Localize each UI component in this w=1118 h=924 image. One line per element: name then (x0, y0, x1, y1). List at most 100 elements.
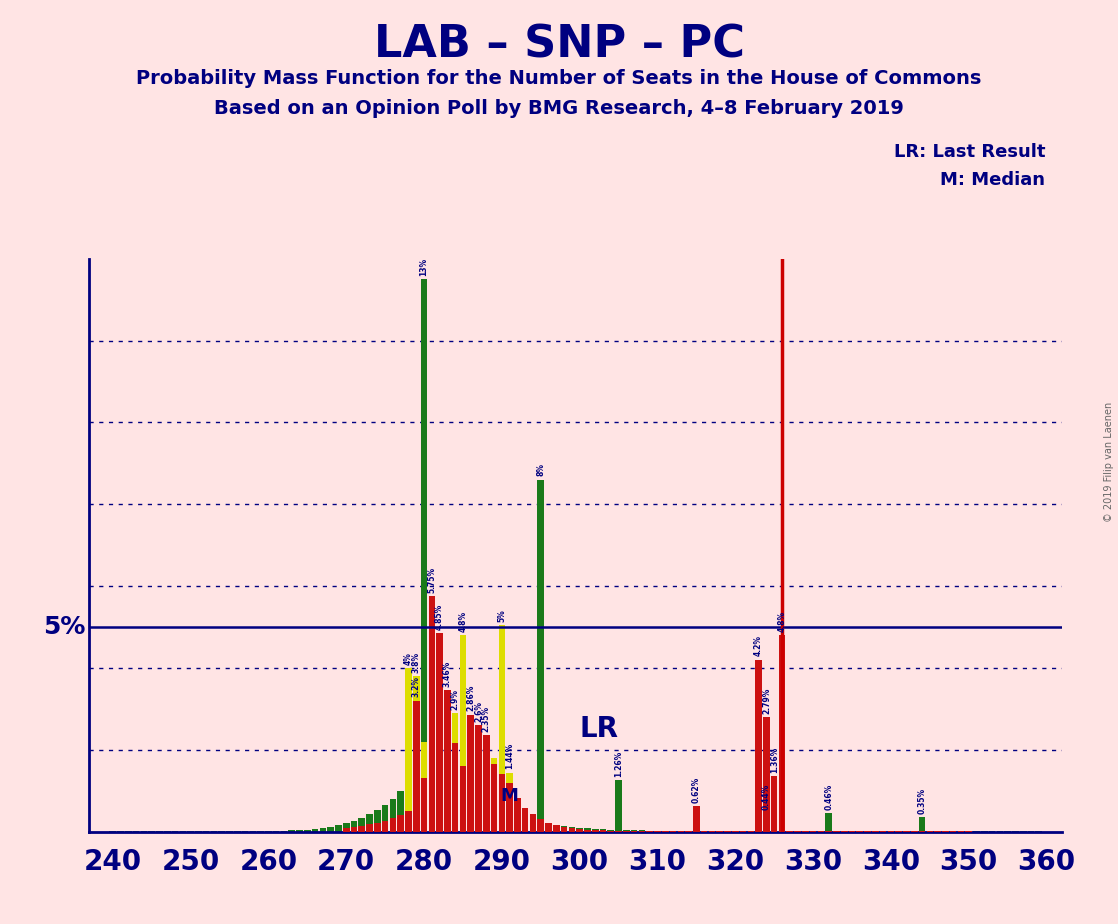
Bar (522, 816, 529, 832)
Bar (389, 818, 396, 832)
Bar (405, 784, 411, 832)
Text: 2.6%: 2.6% (474, 701, 483, 722)
Bar (764, 814, 769, 832)
Bar (359, 826, 366, 832)
Bar (459, 766, 466, 832)
Bar (514, 816, 521, 832)
Bar (335, 825, 342, 832)
Bar (569, 830, 575, 832)
Bar (771, 776, 777, 832)
Bar (577, 829, 582, 832)
Bar (530, 821, 537, 832)
Bar (452, 743, 458, 832)
Bar (591, 831, 598, 832)
Bar (638, 831, 645, 832)
Text: M: Median: M: Median (940, 171, 1045, 188)
Bar (475, 742, 482, 832)
Bar (623, 830, 629, 832)
Bar (375, 810, 380, 832)
Bar (506, 784, 513, 832)
Bar (459, 785, 466, 832)
Text: 2.86%: 2.86% (466, 685, 475, 711)
Bar (577, 828, 582, 832)
Bar (320, 828, 326, 832)
Bar (312, 829, 319, 832)
Text: 4%: 4% (404, 651, 413, 664)
Bar (569, 828, 575, 832)
Bar (343, 828, 350, 832)
Bar (382, 821, 388, 832)
Text: 13%: 13% (419, 258, 428, 276)
Bar (296, 830, 303, 832)
Bar (436, 633, 443, 832)
Bar (778, 635, 785, 832)
Bar (288, 831, 295, 832)
Bar (343, 823, 350, 832)
Text: LR: LR (579, 715, 618, 743)
Bar (452, 713, 458, 832)
Bar (491, 764, 498, 832)
Bar (389, 824, 396, 832)
Text: 0.46%: 0.46% (824, 784, 833, 809)
Text: 4.8%: 4.8% (458, 611, 467, 632)
Bar (367, 814, 373, 832)
Bar (397, 821, 404, 832)
Text: 1.26%: 1.26% (614, 750, 623, 777)
Text: 4.85%: 4.85% (435, 603, 444, 630)
Bar (919, 817, 926, 832)
Bar (359, 829, 366, 832)
Bar (467, 714, 474, 832)
Bar (499, 774, 505, 832)
Bar (530, 821, 537, 832)
Bar (569, 827, 575, 832)
Bar (436, 778, 443, 832)
Bar (436, 760, 443, 832)
Bar (631, 831, 637, 832)
Text: 2.35%: 2.35% (482, 706, 491, 732)
Text: Probability Mass Function for the Number of Seats in the House of Commons: Probability Mass Function for the Number… (136, 69, 982, 89)
Bar (397, 792, 404, 832)
Bar (615, 780, 622, 832)
Text: 4.8%: 4.8% (777, 611, 786, 632)
Bar (405, 811, 411, 832)
Bar (584, 830, 590, 832)
Bar (483, 802, 490, 832)
Text: © 2019 Filip van Laenen: © 2019 Filip van Laenen (1105, 402, 1114, 522)
Bar (764, 717, 769, 832)
Text: 5%: 5% (44, 615, 86, 639)
Bar (304, 830, 311, 832)
Text: Based on an Opinion Poll by BMG Research, 4–8 February 2019: Based on an Opinion Poll by BMG Research… (214, 99, 904, 118)
Bar (459, 635, 466, 832)
Bar (397, 815, 404, 832)
Bar (420, 279, 427, 832)
Bar (825, 813, 832, 832)
Bar (561, 827, 568, 832)
Bar (413, 774, 419, 832)
Bar (467, 792, 474, 832)
Text: 0.44%: 0.44% (761, 784, 771, 810)
Text: LAB – SNP – PC: LAB – SNP – PC (373, 23, 745, 67)
Bar (506, 813, 513, 832)
Bar (546, 827, 552, 832)
Text: 1.44%: 1.44% (505, 743, 514, 770)
Bar (553, 825, 560, 832)
Bar (428, 749, 435, 832)
Bar (506, 772, 513, 832)
Text: 4.2%: 4.2% (755, 636, 764, 656)
Text: 2.79%: 2.79% (761, 687, 771, 714)
Bar (375, 827, 380, 832)
Bar (413, 676, 419, 832)
Bar (351, 821, 358, 832)
Bar (475, 797, 482, 832)
Bar (367, 828, 373, 832)
Bar (499, 625, 505, 832)
Bar (584, 828, 590, 832)
Bar (599, 829, 606, 832)
Bar (553, 828, 560, 832)
Bar (599, 831, 606, 832)
Text: 1.36%: 1.36% (769, 747, 779, 772)
Bar (499, 810, 505, 832)
Bar (328, 827, 334, 832)
Bar (522, 808, 529, 832)
Text: 8%: 8% (537, 464, 546, 477)
